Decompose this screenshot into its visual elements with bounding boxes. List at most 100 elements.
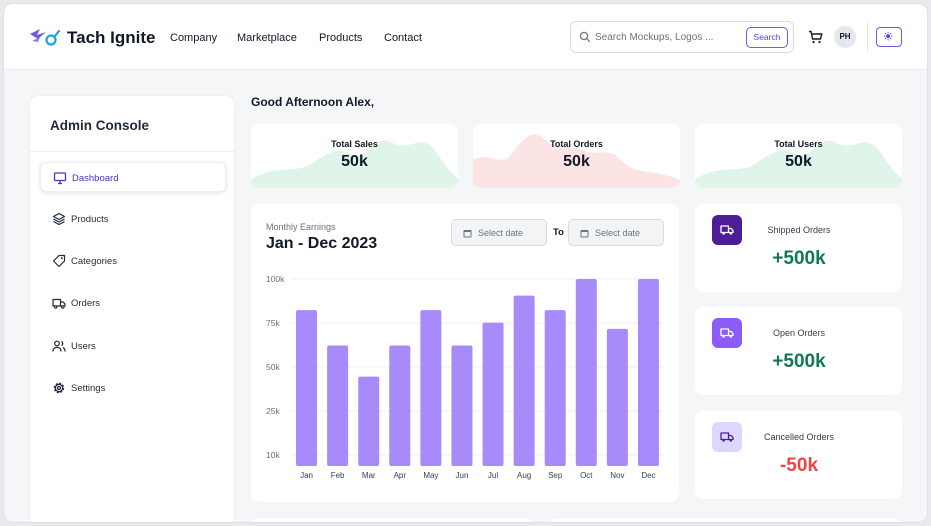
monthly-earnings-card: Monthly Earnings Jan - Dec 2023 Select d… (251, 204, 679, 502)
sidebar: Admin Console Dashboard Products Categor… (29, 95, 236, 522)
search-icon (579, 31, 591, 43)
stat-label: Total Users (774, 139, 823, 149)
search-button[interactable]: Search (746, 27, 788, 48)
app-window: Tach Ignite Company Marketplace Products… (3, 3, 928, 523)
truck-icon (720, 225, 734, 235)
order-card-open[interactable]: Open Orders +500k (695, 307, 902, 395)
stat-card-total-sales[interactable]: Total Sales 50k (251, 124, 458, 188)
avatar[interactable]: PH (834, 26, 856, 48)
order-label: Cancelled Orders (763, 432, 835, 442)
y-tick-label: 50k (266, 362, 280, 372)
top-header: Tach Ignite Company Marketplace Products… (4, 4, 927, 70)
x-tick-label: Jul (488, 471, 498, 480)
bar-may[interactable] (420, 310, 442, 466)
bar-jan[interactable] (296, 310, 318, 466)
truck-icon (52, 298, 66, 309)
stat-card-total-users[interactable]: Total Users 50k (695, 124, 902, 188)
logo-icon[interactable] (28, 26, 62, 48)
bar-jul[interactable] (482, 322, 504, 466)
earnings-subtitle: Monthly Earnings (266, 222, 336, 232)
sidebar-item-label: Products (71, 214, 109, 225)
bar-sep[interactable] (544, 310, 566, 466)
sidebar-title: Admin Console (50, 118, 150, 133)
order-label: Shipped Orders (767, 225, 831, 235)
order-value: +500k (772, 248, 826, 269)
sidebar-item-label: Categories (71, 256, 117, 267)
y-tick-label: 75k (266, 318, 280, 328)
stat-card-total-orders[interactable]: Total Orders 50k (473, 124, 680, 188)
x-tick-label: Jun (456, 471, 469, 480)
order-card-shipped[interactable]: Shipped Orders +500k (695, 204, 902, 292)
truck-icon (720, 432, 734, 442)
date-from-placeholder: Select date (478, 228, 524, 238)
date-range-to-label: To (553, 227, 564, 238)
sidebar-item-categories[interactable]: Categories (40, 246, 226, 276)
sidebar-item-orders[interactable]: Orders (40, 288, 226, 318)
earnings-title: Jan - Dec 2023 (266, 235, 378, 252)
brand-name[interactable]: Tach Ignite (67, 28, 156, 47)
order-label: Open Orders (772, 328, 826, 338)
bar-dec[interactable] (637, 279, 659, 466)
nav-company[interactable]: Company (170, 32, 218, 44)
x-tick-label: Feb (331, 471, 345, 480)
monitor-icon (53, 172, 67, 185)
sidebar-item-products[interactable]: Products (40, 204, 226, 234)
nav-contact[interactable]: Contact (384, 32, 422, 44)
nav-marketplace[interactable]: Marketplace (237, 32, 297, 44)
users-wave-graphic (695, 140, 902, 188)
sidebar-item-users[interactable]: Users (40, 331, 226, 361)
x-tick-label: Nov (610, 471, 624, 480)
users-icon (52, 340, 66, 352)
sidebar-item-label: Users (71, 341, 96, 352)
cart-icon[interactable] (808, 30, 823, 44)
sidebar-item-label: Settings (71, 383, 106, 394)
sidebar-item-dashboard[interactable]: Dashboard (40, 162, 226, 192)
sidebar-item-label: Orders (71, 298, 101, 309)
header-divider (867, 22, 868, 52)
search-box[interactable]: Search Mockups, Logos ... Search (570, 21, 794, 53)
gear-icon (53, 382, 65, 394)
stat-value: 50k (563, 153, 590, 170)
tag-icon (52, 254, 66, 268)
calendar-icon (463, 230, 472, 238)
date-to-input[interactable]: Select date (568, 219, 664, 246)
bar-apr[interactable] (389, 345, 411, 466)
bar-aug[interactable] (513, 295, 535, 466)
stat-label: Total Orders (550, 139, 603, 149)
x-tick-label: Aug (517, 471, 531, 480)
bar-nov[interactable] (606, 328, 628, 466)
sidebar-item-label: Dashboard (72, 173, 119, 184)
x-tick-label: May (423, 471, 438, 480)
y-tick-label: 10k (266, 450, 280, 460)
order-icon-box (712, 215, 742, 245)
bar-oct[interactable] (575, 279, 597, 466)
bar-feb[interactable] (327, 345, 349, 466)
y-tick-label: 25k (266, 406, 280, 416)
order-value: -50k (779, 455, 819, 476)
x-tick-label: Jan (300, 471, 313, 480)
theme-toggle-button[interactable] (876, 27, 902, 47)
earnings-bar-chart: 100k 75k 50k 25k 10k Jan Feb Mar Apr May Jun Jul Aug… (266, 274, 664, 480)
search-input[interactable]: Search Mockups, Logos ... (595, 32, 714, 43)
stat-value: 50k (341, 153, 368, 170)
truck-icon (720, 328, 734, 338)
date-to-placeholder: Select date (595, 228, 641, 238)
date-from-input[interactable]: Select date (451, 219, 547, 246)
calendar-icon (580, 230, 589, 238)
sidebar-divider (30, 151, 236, 152)
stat-label: Total Sales (331, 139, 378, 149)
bar-mar[interactable] (358, 376, 380, 466)
x-tick-label: Sep (548, 471, 563, 480)
sidebar-item-settings[interactable]: Settings (40, 373, 226, 403)
bar-jun[interactable] (451, 345, 473, 466)
x-tick-label: Apr (394, 471, 407, 480)
layers-icon (52, 212, 66, 226)
order-icon-box (712, 318, 742, 348)
sales-wave-graphic (251, 140, 458, 188)
x-tick-label: Dec (641, 471, 655, 480)
y-tick-label: 100k (266, 274, 285, 284)
nav-products[interactable]: Products (319, 32, 363, 44)
order-card-cancelled[interactable]: Cancelled Orders -50k (695, 411, 902, 499)
greeting: Good Afternoon Alex, (251, 95, 375, 109)
orders-wave-graphic (473, 134, 680, 188)
